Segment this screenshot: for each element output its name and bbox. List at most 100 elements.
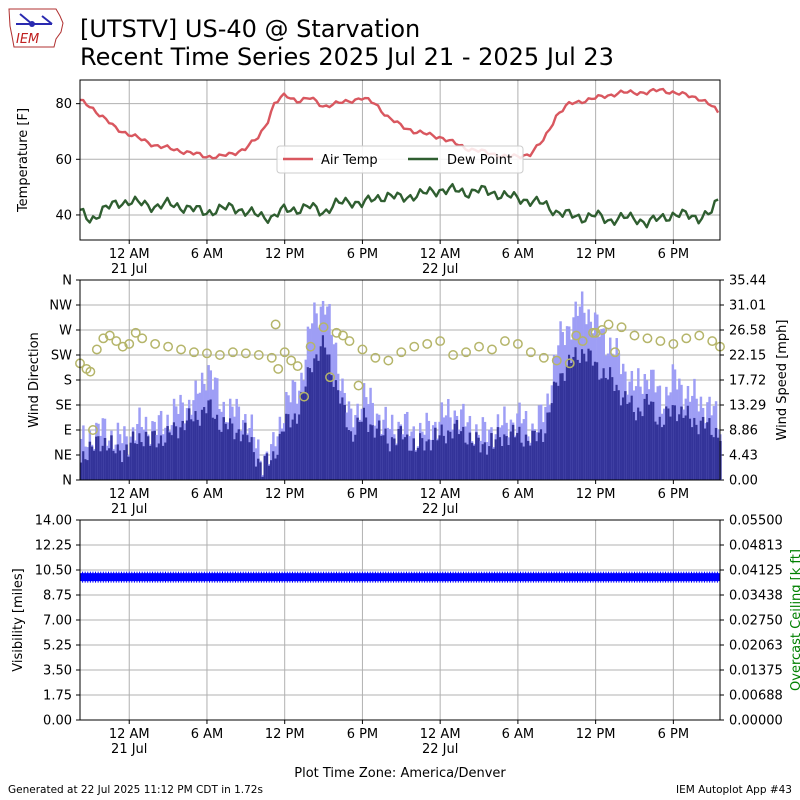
wind-speed-bar (308, 368, 312, 480)
wind-direction-point (270, 319, 281, 330)
wind-speed-bar (263, 456, 266, 480)
legend-air-temp-label: Air Temp (321, 153, 378, 168)
wind-speed-bar (311, 372, 314, 480)
speed-tick-label: 22.15 (729, 349, 766, 364)
wind-speed-bar (563, 380, 567, 480)
wind-speed-bar (574, 347, 577, 480)
wind-speed-bar (358, 421, 362, 480)
wind-speed-bar (226, 429, 230, 480)
wind-speed-bar (604, 377, 608, 480)
wind-speed-bar (619, 405, 623, 480)
wind-speed-bar (559, 373, 562, 480)
x-tick-label: 12 AM (420, 487, 461, 502)
wind-speed-bar (265, 453, 269, 480)
wind-speed-bar (401, 439, 405, 480)
dir-tick-label: W (59, 324, 72, 339)
wind-speed-bar (397, 428, 400, 480)
wind-speed-bar (514, 437, 517, 480)
wind-speed-bar (84, 459, 87, 480)
wind-speed-bar (565, 365, 569, 480)
wind-speed-bar (572, 356, 575, 480)
wind-speed-bar (172, 422, 176, 480)
wind-speed-bar (244, 422, 247, 480)
y-axis-label: Visibility [miles] (11, 568, 26, 671)
wind-speed-bar (693, 417, 696, 480)
wind-speed-bar (261, 476, 264, 480)
wind-speed-bar (149, 445, 152, 480)
wind-speed-bar (384, 428, 387, 480)
wind-speed-bar (282, 431, 286, 480)
wind-speed-bar (254, 466, 258, 480)
wind-speed-bar (185, 420, 189, 480)
wind-direction-point (331, 327, 342, 338)
wind-speed-bar (259, 462, 262, 480)
wind-speed-bar (112, 450, 115, 480)
wind-speed-bar (362, 407, 366, 480)
wind-speed-bar (466, 444, 469, 480)
y-tick-label: 12.25 (35, 539, 72, 554)
wind-speed-bar (425, 441, 428, 480)
x-date-label: 21 Jul (111, 742, 147, 757)
x-tick-label: 12 PM (576, 487, 616, 502)
ceiling-tick-label: 0.04125 (729, 564, 783, 579)
wind-speed-bar (662, 424, 666, 480)
y-tick-label: 7.00 (43, 614, 72, 629)
wind-speed-bar (585, 361, 588, 480)
wind-speed-bar (684, 415, 688, 480)
dir-tick-label: E (64, 424, 72, 439)
x-date-label: 21 Jul (111, 502, 147, 517)
x-tick-label: 6 AM (191, 247, 224, 262)
visibility-marks (80, 573, 720, 582)
wind-speed-bar (131, 431, 135, 480)
speed-tick-label: 8.86 (729, 424, 758, 439)
wind-speed-bar (429, 450, 433, 480)
wind-speed-bar (278, 433, 282, 480)
wind-direction-point (616, 322, 627, 333)
wind-speed-bar (213, 418, 217, 480)
dir-tick-label: SE (56, 399, 72, 414)
wind-speed-bar (449, 431, 452, 480)
wind-direction-point (253, 350, 264, 360)
x-date-label: 22 Jul (422, 262, 458, 277)
wind-speed-bar (600, 378, 603, 480)
y-tick-label: 3.50 (43, 664, 72, 679)
dir-tick-label: S (64, 374, 72, 389)
wind-speed-bar (654, 421, 657, 480)
y-tick-label: 10.50 (35, 564, 72, 579)
wind-speed-bar (535, 441, 539, 480)
wind-speed-bar (114, 453, 118, 480)
wind-speed-bar (436, 440, 439, 480)
wind-speed-bar (414, 451, 418, 480)
wind-direction-point (176, 344, 187, 355)
wind-speed-bar (179, 427, 182, 480)
wind-direction-point (117, 341, 128, 352)
wind-speed-bar (542, 441, 545, 480)
wind-speed-bar (192, 421, 195, 480)
wind-direction-point (240, 348, 251, 359)
wind-speed-bar (97, 436, 100, 480)
wind-direction-point (325, 372, 335, 383)
wind-speed-bar (647, 404, 651, 480)
wind-speed-bar (442, 435, 446, 480)
wind-speed-bar (224, 423, 228, 480)
chart-subtitle: Recent Time Series 2025 Jul 21 - 2025 Ju… (80, 43, 614, 71)
wind-speed-bar (80, 462, 83, 480)
wind-speed-bar (380, 435, 383, 480)
ceiling-tick-label: 0.02063 (729, 639, 783, 654)
ceiling-tick-label: 0.01375 (729, 664, 783, 679)
wind-speed-bar (129, 442, 133, 480)
wind-speed-bar (272, 451, 275, 480)
wind-speed-bar (714, 427, 718, 480)
wind-speed-bar (298, 414, 301, 480)
x-tick-label: 6 AM (191, 727, 224, 742)
speed-tick-label: 17.72 (729, 374, 766, 389)
wind-speed-bar (624, 391, 627, 480)
wind-speed-bar (611, 377, 614, 480)
wind-speed-bar (280, 431, 284, 480)
y-axis-right-label: Wind Speed [mph] (775, 320, 790, 441)
wind-speed-bar (276, 454, 279, 480)
wind-speed-bar (483, 442, 487, 480)
y-tick-label: 0.00 (43, 714, 72, 729)
wind-speed-bar (516, 432, 519, 480)
wind-speed-bar (634, 420, 638, 480)
